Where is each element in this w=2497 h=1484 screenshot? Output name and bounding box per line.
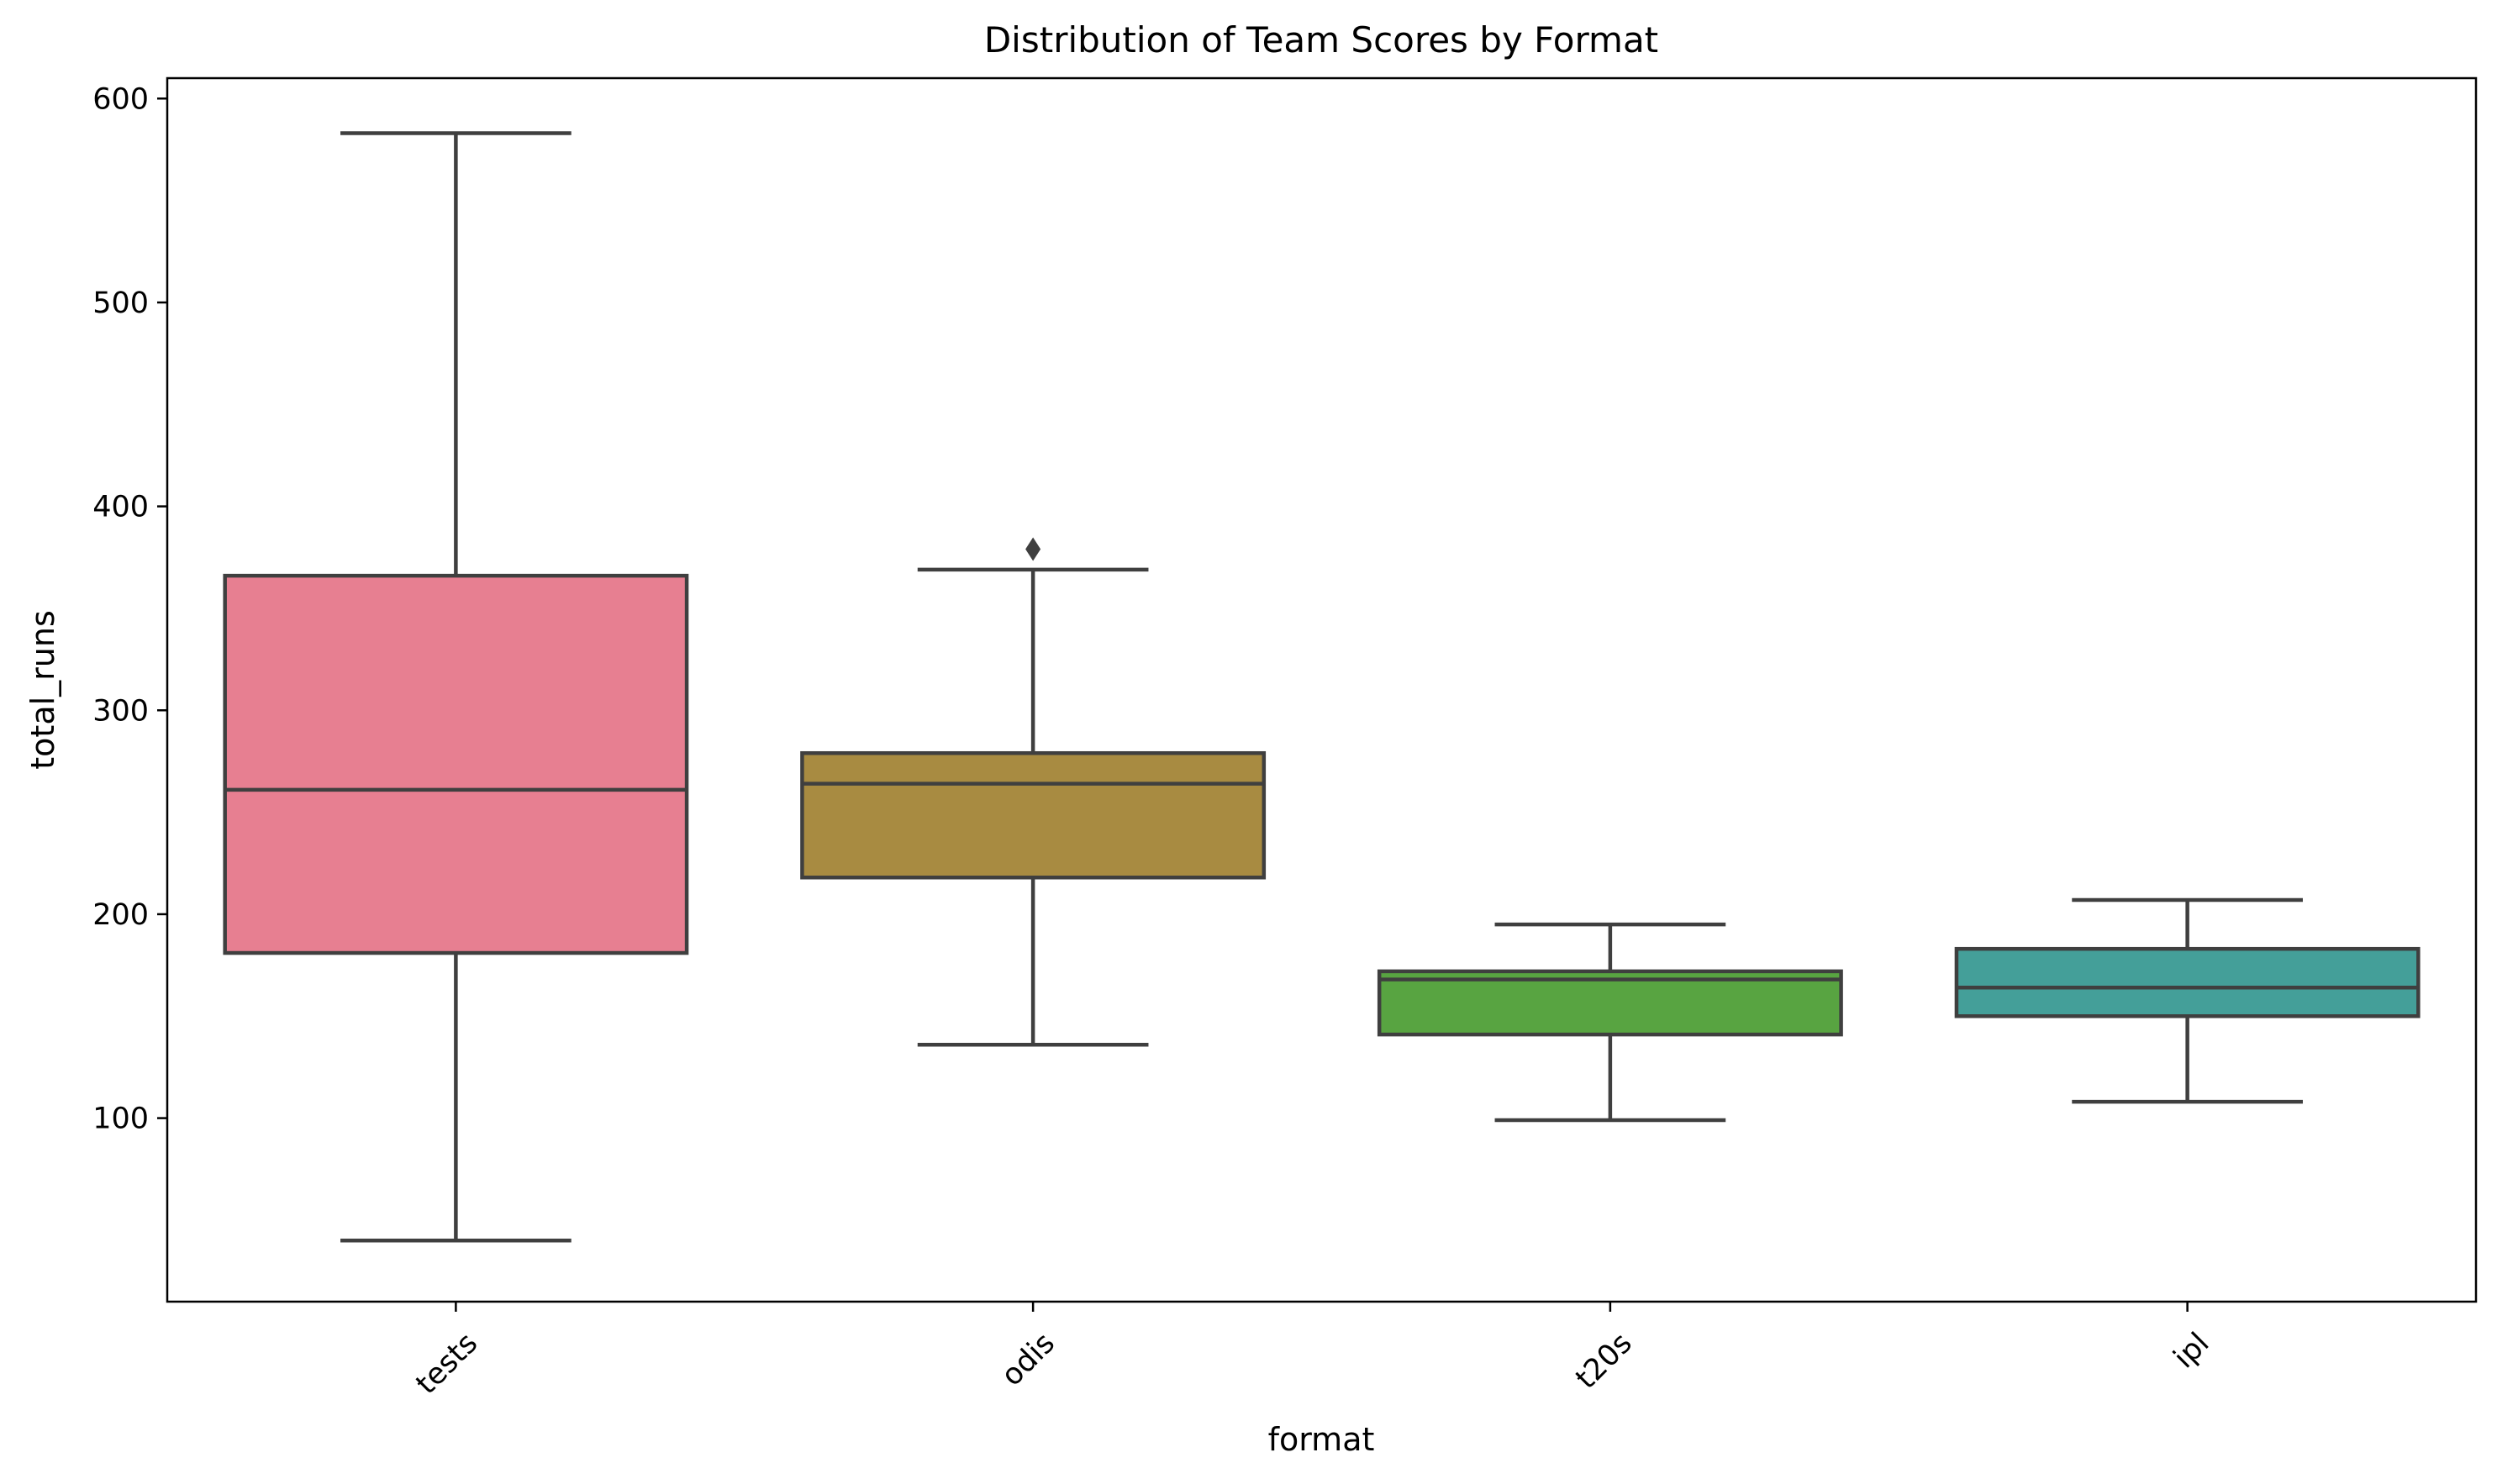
plot-area	[223, 131, 2421, 1243]
y-tick-label: 500	[92, 287, 149, 320]
y-tick-label: 200	[92, 898, 149, 932]
y-tick-label: 400	[92, 491, 149, 524]
iqr-box	[223, 573, 689, 955]
outlier-point	[1025, 537, 1041, 561]
x-tick-label: tests	[410, 1327, 485, 1402]
y-axis-label: total_runs	[24, 610, 61, 769]
box-tests	[223, 131, 689, 1243]
y-tick-label: 300	[92, 694, 149, 728]
box-ipl	[1954, 897, 2421, 1104]
plot-frame	[166, 76, 2478, 1303]
box-t20s	[1377, 922, 1843, 1123]
y-tick-label: 100	[92, 1102, 149, 1136]
y-axis: 100 200 300 400 500 600	[92, 82, 167, 1136]
box-odis	[800, 537, 1267, 1047]
iqr-box	[1954, 946, 2421, 1018]
x-tick-label: odis	[995, 1327, 1061, 1393]
x-axis: tests odis t20s ipl	[410, 1302, 2216, 1401]
iqr-box	[1377, 969, 1843, 1037]
x-tick-label: ipl	[2168, 1327, 2216, 1376]
x-tick-label: t20s	[1569, 1327, 1638, 1396]
chart-title: Distribution of Team Scores by Format	[984, 19, 1658, 61]
y-tick-label: 600	[92, 82, 149, 116]
iqr-box	[800, 750, 1267, 880]
x-axis-label: format	[1268, 1421, 1375, 1458]
